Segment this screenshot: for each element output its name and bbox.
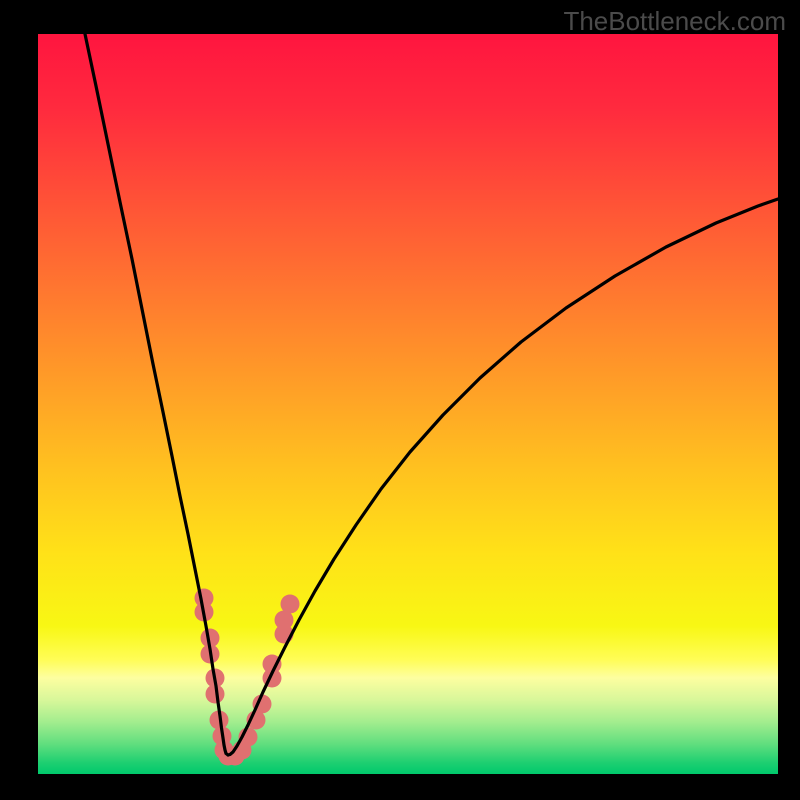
curve-overlay — [0, 0, 800, 800]
marker-dots — [195, 589, 300, 766]
curve-right-branch — [228, 199, 778, 755]
